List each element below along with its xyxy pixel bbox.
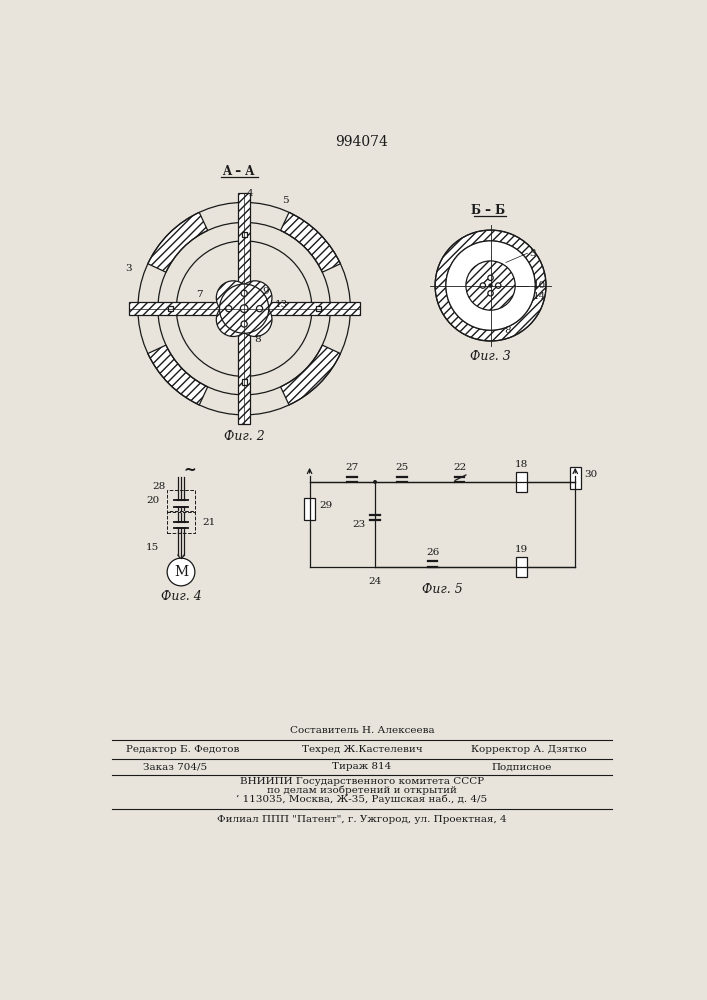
Circle shape	[241, 290, 247, 296]
Text: Фиг. 3: Фиг. 3	[470, 350, 511, 363]
Text: Подписное: Подписное	[491, 762, 551, 771]
Bar	[238, 193, 250, 424]
Text: 21: 21	[203, 518, 216, 527]
Text: 14: 14	[533, 292, 546, 301]
Circle shape	[466, 261, 515, 310]
Bar	[516, 557, 527, 577]
Circle shape	[496, 283, 501, 288]
Circle shape	[488, 275, 493, 281]
Text: 3: 3	[529, 249, 536, 258]
Circle shape	[219, 284, 269, 333]
Text: 24: 24	[368, 577, 382, 586]
Wedge shape	[281, 345, 341, 405]
Circle shape	[480, 283, 486, 288]
Bar	[242, 379, 247, 385]
Text: 23: 23	[353, 520, 366, 529]
Circle shape	[167, 558, 195, 586]
Text: 25: 25	[395, 463, 409, 472]
Bar	[168, 306, 173, 311]
Text: Б – Б: Б – Б	[471, 204, 506, 217]
Text: ~: ~	[184, 463, 197, 478]
Text: Филиал ППП "Патент", г. Ужгород, ул. Проектная, 4: Филиал ППП "Патент", г. Ужгород, ул. Про…	[217, 815, 507, 824]
Wedge shape	[281, 212, 341, 272]
Wedge shape	[435, 230, 546, 341]
Text: ’ 113035, Москва, Ж-35, Раушская наб., д. 4/5: ’ 113035, Москва, Ж-35, Раушская наб., д…	[236, 795, 488, 804]
Text: 29: 29	[319, 501, 332, 510]
Text: 27: 27	[345, 463, 358, 472]
Text: 15: 15	[146, 543, 160, 552]
Circle shape	[238, 281, 272, 315]
Circle shape	[216, 303, 250, 336]
Wedge shape	[148, 212, 208, 272]
Text: 7: 7	[196, 290, 203, 299]
Bar	[167, 511, 195, 533]
Text: 13: 13	[274, 300, 288, 309]
Bar	[316, 306, 321, 311]
Text: Редактор Б. Федотов: Редактор Б. Федотов	[126, 745, 239, 754]
Bar	[570, 467, 580, 489]
Text: 10: 10	[533, 281, 546, 290]
Bar	[516, 472, 527, 492]
Text: 9: 9	[262, 287, 269, 296]
Circle shape	[216, 281, 250, 315]
Circle shape	[489, 284, 492, 287]
Text: Фиг. 5: Фиг. 5	[422, 583, 463, 596]
Text: 30: 30	[585, 470, 597, 479]
Text: по делам изобретений и открытий: по делам изобретений и открытий	[267, 786, 457, 795]
Text: Фиг. 2: Фиг. 2	[224, 430, 264, 443]
Text: ВНИИПИ Государственного комитета СССР: ВНИИПИ Государственного комитета СССР	[240, 777, 484, 786]
Text: 18: 18	[515, 460, 528, 469]
Circle shape	[240, 305, 248, 312]
Circle shape	[488, 291, 493, 296]
Text: 20: 20	[146, 496, 160, 505]
Text: Корректор А. Дзятко: Корректор А. Дзятко	[471, 745, 587, 754]
Text: 22: 22	[453, 463, 467, 472]
Circle shape	[373, 480, 377, 484]
Bar	[167, 490, 195, 512]
Text: 3: 3	[125, 264, 132, 273]
Text: 8: 8	[504, 326, 510, 335]
Text: 994074: 994074	[336, 135, 388, 149]
Text: 26: 26	[426, 548, 440, 557]
Text: Фиг. 4: Фиг. 4	[160, 590, 201, 603]
Text: Техред Ж.Кастелевич: Техред Ж.Кастелевич	[302, 745, 422, 754]
Circle shape	[257, 306, 262, 312]
Text: Составитель Н. Алексеева: Составитель Н. Алексеева	[290, 726, 434, 735]
Text: 8: 8	[255, 335, 262, 344]
Circle shape	[241, 321, 247, 327]
Bar	[304, 498, 315, 520]
Text: M: M	[174, 565, 188, 579]
Wedge shape	[148, 345, 208, 405]
Bar	[129, 302, 360, 315]
Text: A – A: A – A	[222, 165, 255, 178]
Text: Заказ 704/5: Заказ 704/5	[143, 762, 207, 771]
Text: 19: 19	[515, 545, 528, 554]
Text: 28: 28	[152, 482, 165, 491]
Text: 5: 5	[281, 196, 288, 205]
Bar	[242, 232, 247, 237]
Circle shape	[446, 241, 535, 330]
Text: Тираж 814: Тираж 814	[332, 762, 392, 771]
Text: 4: 4	[247, 189, 254, 198]
Circle shape	[238, 303, 272, 336]
Circle shape	[226, 306, 232, 312]
